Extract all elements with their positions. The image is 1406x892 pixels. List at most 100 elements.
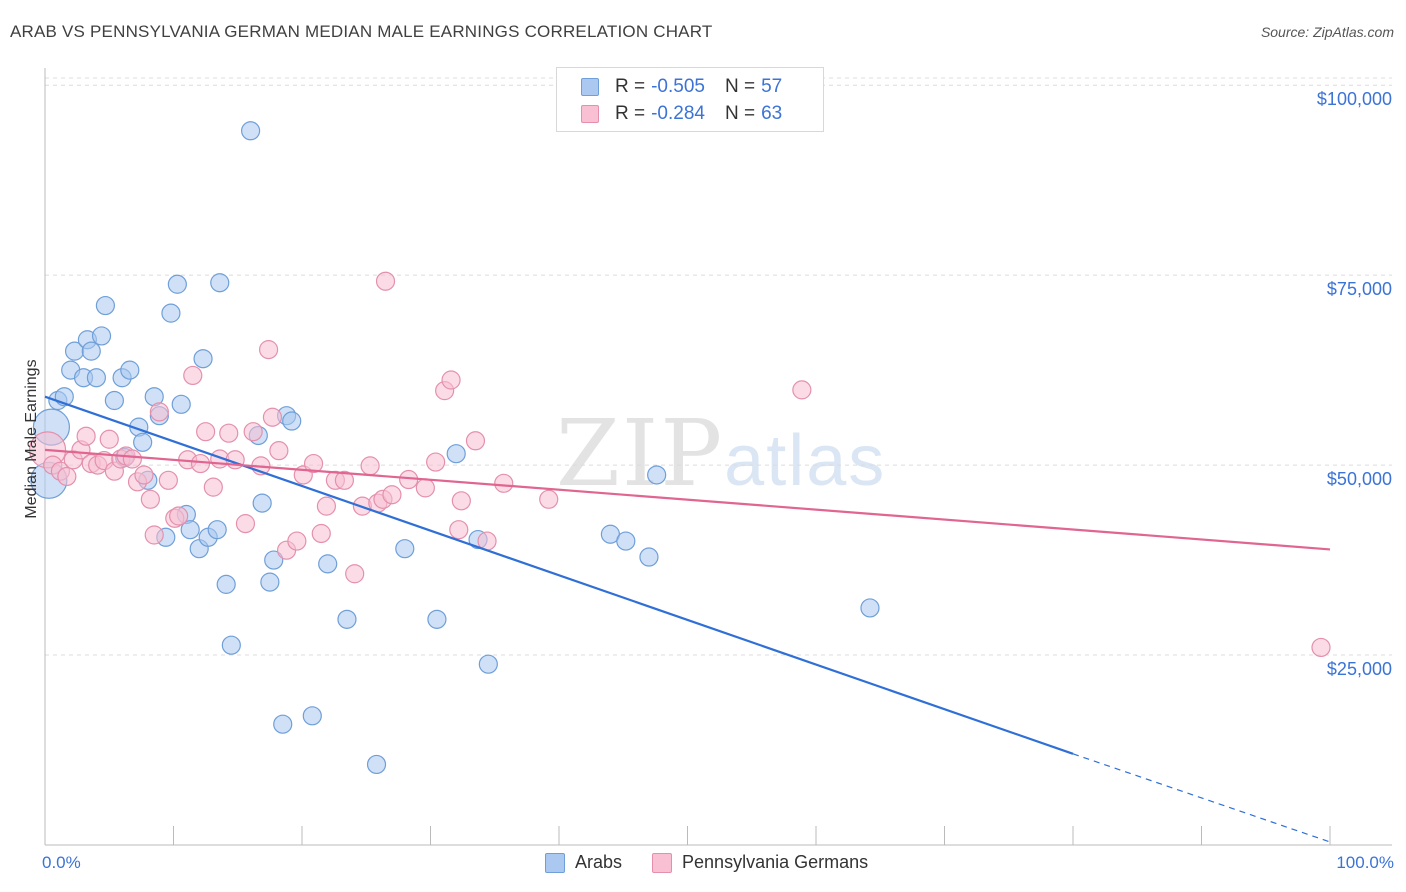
arabs-point — [647, 465, 667, 485]
pennsylvania-germans-point — [262, 407, 283, 427]
pennsylvania-germans-point — [190, 453, 211, 474]
arabs-point — [273, 714, 293, 734]
source-label: Source: ZipAtlas.com — [1260, 24, 1394, 40]
arabs-point — [193, 349, 213, 369]
pennsylvania-germans-point — [219, 423, 239, 443]
arabs-point — [167, 274, 187, 294]
arabs-point — [427, 609, 447, 629]
r-label: R = — [615, 76, 646, 97]
pennsylvania-germans-point — [345, 564, 365, 584]
n-label: N = — [724, 76, 756, 97]
n-value: 63 — [761, 103, 783, 124]
pennsylvania-germans-point — [465, 431, 486, 451]
pennsylvania-germans-point — [360, 456, 380, 476]
legend-label: Arabs — [575, 852, 623, 872]
pennsylvania-germans-point — [243, 422, 263, 442]
arabs-point — [180, 520, 200, 540]
pennsylvania-germans-point — [196, 422, 216, 442]
arabs-point — [91, 326, 112, 346]
arabs-point — [395, 539, 415, 559]
arabs-point — [216, 574, 236, 594]
legend-item-pennsylvania-germans: Pennsylvania Germans — [652, 852, 868, 873]
pennsylvania-germans-point — [316, 496, 337, 516]
arabs-point — [318, 554, 338, 574]
pennsylvania-germans-point — [134, 465, 154, 485]
pennsylvania-germans-point — [183, 365, 203, 386]
pennsylvania-germans-point — [494, 473, 514, 493]
pennsylvania-germans-point — [158, 470, 178, 490]
y-axis-label-wrap: Median Male Earnings — [12, 280, 42, 600]
pennsylvania-germans-point — [792, 380, 812, 400]
y-tick-label: $25,000 — [1327, 659, 1392, 679]
arabs-point — [366, 754, 387, 775]
arabs-swatch — [581, 78, 599, 96]
watermark: ZIPatlas — [556, 400, 886, 507]
pennsylvania-germans-point — [57, 466, 77, 487]
arabs-point — [207, 520, 227, 540]
pennsylvania-germans-point — [415, 478, 435, 498]
arabs-point — [221, 635, 241, 655]
pennsylvania-germans-point — [311, 523, 331, 544]
pennsylvania-germans-point — [99, 429, 119, 449]
pennsylvania-germans-point — [382, 485, 402, 505]
pennsylvania-germans-point — [451, 491, 471, 511]
pennsylvania-germans-point — [287, 531, 307, 551]
arabs-point — [478, 654, 498, 674]
arabs-point — [210, 273, 230, 293]
pennsylvania-germans-point — [375, 271, 396, 291]
r-value: -0.505 — [651, 76, 705, 97]
arabs-point — [302, 706, 322, 726]
pennsylvania-germans-point — [235, 514, 256, 534]
arabs-point — [282, 411, 302, 431]
r-label: R = — [615, 103, 646, 124]
pennsylvania-germans-point — [140, 489, 160, 509]
pennsylvania-germans-point — [203, 477, 223, 497]
arabs-point — [337, 609, 357, 629]
arabs-point — [241, 121, 261, 141]
arabs-point — [639, 547, 659, 567]
arabs-point — [104, 390, 124, 411]
y-tick-label: $75,000 — [1327, 279, 1392, 299]
pennsylvania-germans-point — [539, 489, 559, 509]
arabs-point — [171, 394, 191, 414]
pennsylvania-germans-swatch — [652, 852, 673, 873]
n-value: 57 — [761, 76, 783, 97]
arabs-point — [86, 368, 107, 388]
arabs-point — [860, 598, 880, 618]
arabs-point — [120, 360, 140, 380]
arabs-point — [95, 295, 115, 316]
arabs-swatch — [545, 852, 565, 873]
arabs-point — [252, 493, 272, 513]
arabs-trend-line — [44, 395, 1074, 755]
pennsylvania-germans-point — [144, 525, 164, 545]
y-axis-label: Median Male Earnings — [23, 359, 40, 519]
pennsylvania-germans-trend-line — [44, 448, 1331, 551]
pennsylvania-germans-point — [122, 449, 142, 469]
arabs-point — [260, 572, 280, 592]
arabs-point — [446, 444, 466, 464]
x-tick-min: 0.0% — [42, 853, 81, 872]
arabs-trend-extension — [1072, 753, 1331, 843]
legend-row-pennsylvania-germans: R = -0.284 N = 63 — [581, 101, 782, 127]
legend-item-arabs: Arabs — [545, 852, 622, 873]
pennsylvania-germans-point — [441, 370, 461, 390]
pennsylvania-germans-point — [426, 452, 446, 472]
pennsylvania-germans-point — [303, 453, 324, 474]
pennsylvania-germans-point — [269, 441, 289, 461]
n-label: N = — [724, 103, 756, 124]
pennsylvania-germans-swatch — [581, 105, 599, 123]
arabs-point — [81, 341, 101, 361]
arabs-point — [161, 303, 181, 323]
arabs-point — [264, 550, 284, 570]
pennsylvania-germans-point — [1311, 637, 1331, 658]
pennsylvania-germans-point — [258, 340, 279, 360]
series-legend: Arabs Pennsylvania Germans — [545, 852, 898, 873]
pennsylvania-germans-point — [76, 426, 96, 446]
pennsylvania-germans-point — [449, 520, 469, 540]
pennsylvania-germans-point — [149, 402, 169, 422]
r-value: -0.284 — [651, 103, 705, 124]
correlation-legend: R = -0.505 N = 57 R = -0.284 N = 63 — [556, 67, 824, 132]
arabs-point — [616, 531, 636, 551]
legend-row-arabs: R = -0.505 N = 57 — [581, 74, 782, 100]
